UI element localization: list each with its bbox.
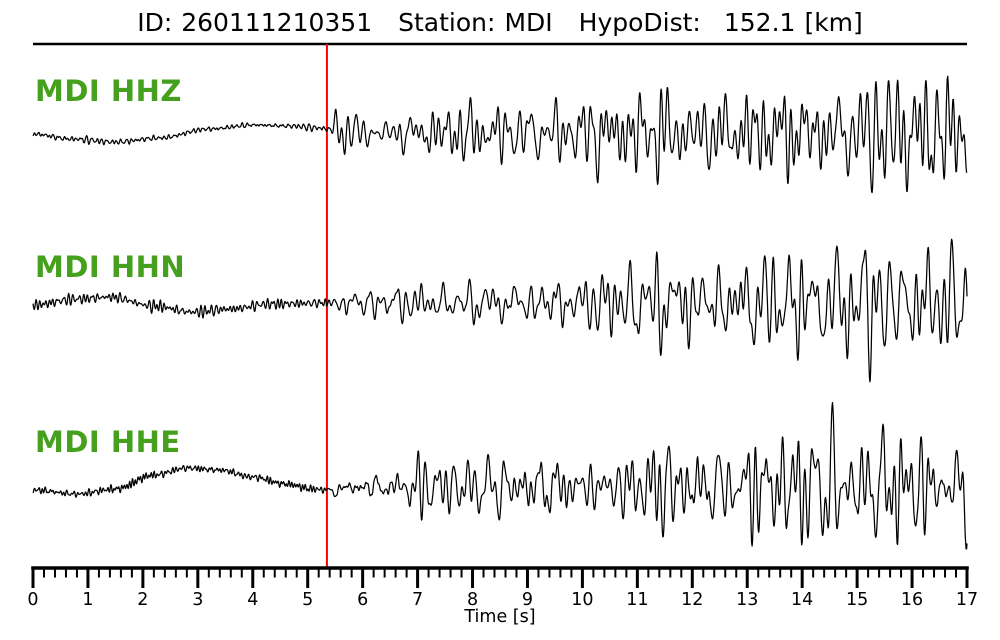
channel-label-hhz: MDI HHZ [35, 74, 182, 108]
hypodist-value: 152.1 [723, 8, 796, 37]
x-axis-tick-label: 13 [736, 590, 758, 610]
x-axis-tick-label: 14 [791, 590, 813, 610]
x-axis: 0 1 2 3 4 5 6 7 8 9 10 11 12 13 14 15 16 17 [27, 566, 978, 610]
x-axis-tick-label: 7 [412, 590, 423, 610]
waveform-trace-hhz [32, 75, 968, 194]
x-axis-tick-label: 2 [137, 590, 148, 610]
x-axis-label: Time [s] [464, 607, 536, 627]
x-axis-tick-label: 1 [82, 590, 93, 610]
x-axis-tick-label: 6 [357, 590, 368, 610]
x-axis-tick-label: 11 [626, 590, 648, 610]
x-axis-tick-label: 3 [192, 590, 203, 610]
channel-label-hhn: MDI HHN [35, 250, 186, 284]
station-value: MDI [504, 8, 553, 37]
x-axis-tick-label: 12 [681, 590, 703, 610]
x-axis-tick-label: 17 [956, 590, 978, 610]
hypodist-unit: [km] [804, 8, 863, 37]
waveform-trace-hhn [32, 238, 968, 383]
hypodist-field: HypoDist: 152.1 [km] [579, 8, 863, 37]
x-axis-tick-label: 9 [522, 590, 533, 610]
hypodist-label: HypoDist: [578, 8, 701, 37]
station-field: Station: MDI [398, 8, 553, 37]
x-axis-tick-label: 5 [302, 590, 313, 610]
station-label: Station: [398, 8, 496, 37]
event-id-field: ID: 260111210351 [137, 8, 372, 37]
event-id-value: 260111210351 [181, 8, 373, 37]
x-axis-tick-label: 15 [846, 590, 868, 610]
x-axis-tick-label: 0 [27, 590, 38, 610]
x-axis-tick-label: 16 [901, 590, 923, 610]
event-id-label: ID: [137, 8, 173, 37]
waveform-trace-hhe [32, 401, 968, 550]
x-axis-tick-label: 8 [467, 590, 478, 610]
x-axis-tick-label: 10 [571, 590, 593, 610]
channel-label-hhe: MDI HHE [35, 425, 181, 459]
figure-title: ID: 260111210351 Station: MDI HypoDist: 152… [33, 8, 967, 37]
x-axis-tick-label: 4 [247, 590, 258, 610]
